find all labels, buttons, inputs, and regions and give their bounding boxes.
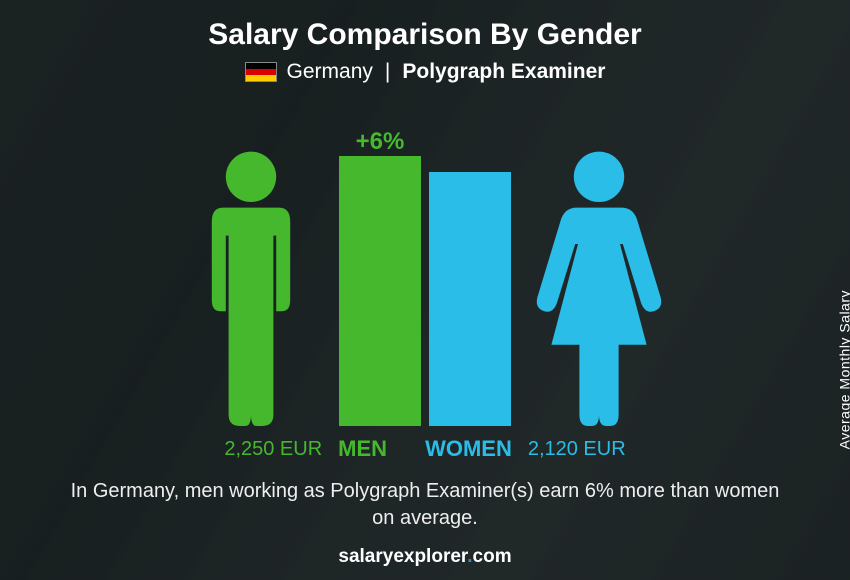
man-icon xyxy=(181,146,321,426)
description: In Germany, men working as Polygraph Exa… xyxy=(70,478,780,532)
subtitle: Germany | Polygraph Examiner xyxy=(245,60,606,84)
separator: | xyxy=(383,60,392,84)
women-bar xyxy=(429,172,511,426)
footer-part1: salaryexplorer xyxy=(338,546,467,567)
germany-flag-icon xyxy=(245,62,277,82)
men-bar: +6% xyxy=(339,156,421,426)
bar-group: +6% xyxy=(339,96,511,426)
footer-brand: salaryexplorer.com xyxy=(338,532,511,568)
page-title: Salary Comparison By Gender xyxy=(208,18,641,52)
women-label: WOMEN xyxy=(425,436,512,462)
y-axis-label: Average Monthly Salary xyxy=(836,290,850,449)
women-salary: 2,120 EUR xyxy=(528,438,626,461)
chart-area: +6% xyxy=(30,96,820,426)
job-title: Polygraph Examiner xyxy=(402,60,605,84)
country-label: Germany xyxy=(287,60,373,84)
difference-label: +6% xyxy=(333,128,427,156)
woman-icon xyxy=(529,146,669,426)
footer-part2: com xyxy=(473,546,512,567)
men-label: MEN xyxy=(338,436,387,462)
infographic-container: Salary Comparison By Gender Germany | Po… xyxy=(0,0,850,580)
labels-row: 2,250 EUR MEN WOMEN 2,120 EUR xyxy=(30,436,820,462)
men-salary: 2,250 EUR xyxy=(224,438,322,461)
